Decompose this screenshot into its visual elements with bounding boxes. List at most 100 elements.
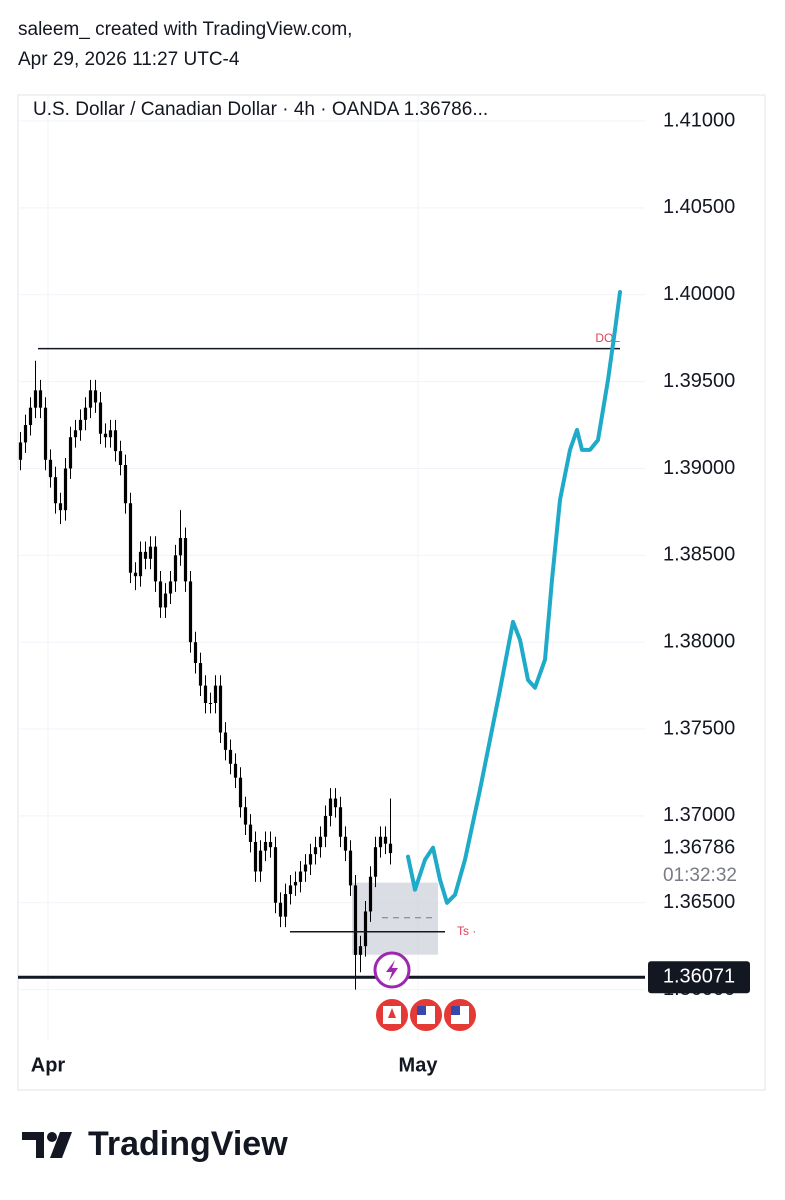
candle-body bbox=[73, 430, 78, 438]
x-tick-label: May bbox=[399, 1054, 439, 1076]
candle-body bbox=[193, 642, 198, 664]
candle-body bbox=[228, 749, 233, 764]
candle-body bbox=[253, 841, 258, 872]
candle-body bbox=[128, 503, 133, 573]
logo-text: TradingView bbox=[88, 1125, 288, 1163]
candle-body bbox=[308, 854, 313, 865]
last-price: 1.36786 bbox=[663, 836, 735, 858]
candle-body bbox=[143, 551, 148, 559]
y-tick-label: 1.40500 bbox=[663, 196, 735, 218]
y-tick-label: 1.39000 bbox=[663, 457, 735, 479]
candle-body bbox=[263, 841, 268, 851]
candle-body bbox=[293, 881, 298, 886]
candle-body bbox=[108, 430, 113, 438]
header-line: Apr 29, 2026 11:27 UTC-4 bbox=[18, 49, 240, 70]
candle-body bbox=[248, 824, 253, 842]
candle-body bbox=[58, 503, 63, 511]
candle-body bbox=[343, 836, 348, 851]
candle-body bbox=[233, 763, 238, 778]
candle-body bbox=[88, 390, 93, 408]
candle-body bbox=[338, 807, 343, 837]
candle-body bbox=[123, 465, 128, 504]
candle-body bbox=[303, 864, 308, 872]
candle-body bbox=[278, 902, 283, 917]
candle-body bbox=[113, 430, 118, 452]
logo: TradingView bbox=[22, 1125, 288, 1163]
candle-body bbox=[243, 807, 248, 825]
candle-body bbox=[353, 885, 358, 955]
y-tick-label: 1.41000 bbox=[663, 109, 735, 131]
candle-body bbox=[173, 555, 178, 582]
candle-body bbox=[163, 593, 168, 608]
candle-body bbox=[368, 876, 373, 912]
candle-body bbox=[63, 468, 68, 511]
candle-body bbox=[178, 537, 183, 556]
y-tick-label: 1.36500 bbox=[663, 891, 735, 913]
candle-body bbox=[53, 477, 58, 504]
lightning-glyph bbox=[386, 960, 398, 981]
candle-body bbox=[43, 407, 48, 460]
header-line: saleem_ created with TradingView.com, bbox=[18, 19, 352, 40]
candle-body bbox=[223, 732, 228, 750]
logo-mark bbox=[50, 1132, 72, 1158]
flag-us-canton bbox=[417, 1006, 426, 1015]
candle-body bbox=[378, 836, 383, 848]
x-tick-label: Apr bbox=[31, 1054, 66, 1076]
candle-body bbox=[383, 836, 388, 844]
candle-body bbox=[288, 885, 293, 895]
candle-body bbox=[28, 407, 33, 426]
y-tick-label: 1.38000 bbox=[663, 630, 735, 652]
y-tick-label: 1.37000 bbox=[663, 804, 735, 826]
candle-body bbox=[138, 551, 143, 577]
candle-body bbox=[78, 419, 83, 431]
candle-body bbox=[388, 843, 393, 854]
candle-body bbox=[38, 390, 43, 408]
level-label: Ts · bbox=[457, 924, 476, 938]
candle-body bbox=[188, 581, 193, 643]
candle-body bbox=[373, 847, 378, 877]
candle-body bbox=[313, 847, 318, 855]
candle-body bbox=[168, 581, 173, 594]
logo-mark bbox=[47, 1132, 57, 1142]
candle-body bbox=[98, 402, 103, 434]
candle-body bbox=[148, 546, 153, 559]
candle-body bbox=[208, 702, 213, 704]
event-icons bbox=[373, 951, 478, 1033]
y-tick-label: 1.40000 bbox=[663, 283, 735, 305]
candle-body bbox=[18, 442, 23, 460]
flag-ca-leaf bbox=[388, 1008, 396, 1018]
candle-body bbox=[298, 871, 303, 882]
plot: 1.41000 1.40500 1.40000 1.39500 1.39000 1.385… bbox=[18, 95, 750, 1076]
flag-us-canton bbox=[451, 1006, 460, 1015]
support-label-box bbox=[648, 961, 750, 994]
countdown: 01:32:32 bbox=[663, 865, 737, 886]
y-tick-label: 1.39500 bbox=[663, 370, 735, 392]
candle-body bbox=[333, 798, 338, 808]
candle-body bbox=[68, 437, 73, 469]
candle-body bbox=[203, 685, 208, 703]
candle-body bbox=[258, 850, 263, 872]
y-tick-label: 1.38500 bbox=[663, 544, 735, 566]
logo-mark bbox=[22, 1132, 44, 1158]
candle-body bbox=[23, 425, 28, 443]
candle-body bbox=[83, 407, 88, 420]
candle-body bbox=[323, 815, 328, 837]
candle-body bbox=[118, 451, 123, 466]
candle-body bbox=[318, 836, 323, 848]
candle-body bbox=[103, 433, 108, 438]
candle-body bbox=[33, 390, 38, 408]
candle-body bbox=[268, 841, 273, 848]
candle-body bbox=[328, 798, 333, 816]
candle-body bbox=[153, 546, 158, 582]
candle-body bbox=[198, 663, 203, 686]
candle-body bbox=[283, 894, 288, 917]
projection-line bbox=[406, 290, 622, 905]
chart-title: U.S. Dollar / Canadian Dollar · 4h · OAN… bbox=[33, 99, 488, 120]
candle-body bbox=[273, 847, 278, 903]
candle-body bbox=[238, 777, 243, 808]
candle-body bbox=[158, 581, 163, 608]
candle-body bbox=[183, 537, 188, 582]
candle-body bbox=[363, 911, 368, 947]
